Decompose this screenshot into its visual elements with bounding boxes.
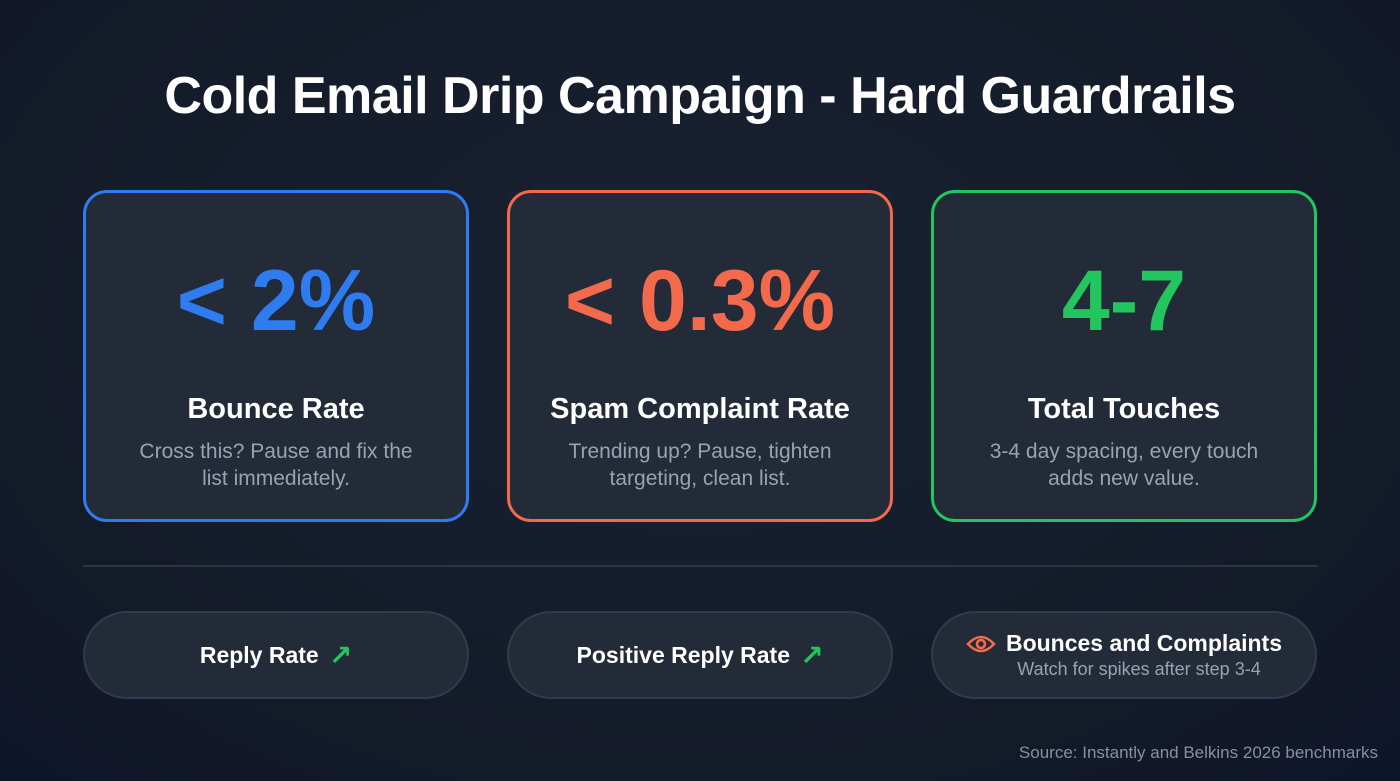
bounce-rate-card: < 2% Bounce Rate Cross this? Pause and f… (83, 190, 469, 522)
card-value: < 0.3% (564, 253, 836, 349)
spam-complaint-card: < 0.3% Spam Complaint Rate Trending up? … (507, 190, 893, 522)
pill-label: Bounces and Complaints (1005, 630, 1283, 656)
card-description: Cross this? Pause and fix the list immed… (139, 440, 413, 490)
pill-label: Positive Reply Rate (576, 641, 790, 668)
total-touches-card: 4-7 Total Touches 3-4 day spacing, every… (931, 190, 1317, 522)
positive-reply-rate-pill: Positive Reply Rate ↗ (507, 611, 893, 699)
card-description: 3-4 day spacing, every touch adds new va… (989, 440, 1259, 490)
divider (83, 565, 1318, 567)
source-note: Source: Instantly and Belkins 2026 bench… (1018, 743, 1378, 762)
pill-subtext: Watch for spikes after step 3-4 (1017, 659, 1261, 679)
card-label: Spam Complaint Rate (550, 393, 850, 425)
card-label: Bounce Rate (187, 393, 365, 425)
reply-rate-pill: Reply Rate ↗ (83, 611, 469, 699)
card-description: Trending up? Pause, tighten targeting, c… (568, 440, 832, 490)
arrow-up-right-icon: ↗ (800, 639, 824, 671)
bounces-complaints-pill: Bounces and Complaints Watch for spikes … (931, 611, 1317, 699)
eye-icon (966, 635, 996, 652)
card-label: Total Touches (1027, 393, 1221, 425)
arrow-up-right-icon: ↗ (328, 639, 353, 671)
page-title: Cold Email Drip Campaign - Hard Guardrai… (164, 67, 1236, 125)
card-value: 4-7 (1061, 253, 1187, 349)
pill-label: Reply Rate (199, 641, 319, 668)
card-value: < 2% (176, 253, 376, 349)
